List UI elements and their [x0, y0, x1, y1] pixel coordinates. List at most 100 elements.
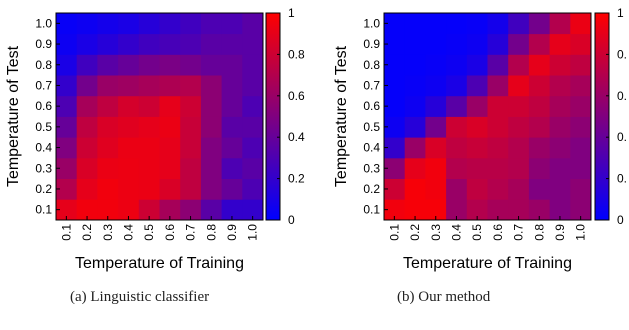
- heatmap-cell: [570, 199, 592, 221]
- heatmap-cell: [242, 33, 264, 55]
- heatmap-cell: [508, 54, 530, 76]
- heatmap-cell: [508, 157, 530, 179]
- heatmap-cell: [200, 199, 222, 221]
- heatmap-cell: [487, 137, 509, 159]
- heatmap-cell: [200, 178, 222, 200]
- heatmap-cell: [487, 199, 509, 221]
- colorbar-tick-label: 1: [288, 6, 295, 20]
- heatmap-cell: [118, 199, 140, 221]
- heatmap-cell: [118, 13, 140, 35]
- heatmap-cell: [159, 95, 181, 117]
- heatmap-cell: [180, 54, 202, 76]
- heatmap-cell: [425, 116, 447, 138]
- y-tick-label: 0.5: [363, 120, 380, 134]
- heatmap-cell: [404, 178, 426, 200]
- y-tick-label: 0.2: [363, 182, 380, 196]
- x-tick-label: 0.7: [184, 224, 198, 241]
- heatmap-cell: [180, 95, 202, 117]
- heatmap-cell: [56, 54, 78, 76]
- heatmap-cell: [404, 199, 426, 221]
- heatmap-cell: [97, 75, 119, 97]
- heatmap-cell: [466, 95, 488, 117]
- heatmap-cell: [425, 75, 447, 97]
- heatmap-cell: [384, 199, 406, 221]
- x-tick-label: 0.1: [59, 224, 73, 241]
- heatmap-cell: [528, 13, 550, 35]
- heatmap-cell: [242, 54, 264, 76]
- x-tick-label: 0.1: [387, 224, 401, 241]
- x-tick-label: 0.8: [532, 224, 546, 241]
- heatmap-cell: [404, 95, 426, 117]
- heatmap-cell: [404, 54, 426, 76]
- heatmap-cell: [570, 75, 592, 97]
- heatmap-cell: [118, 178, 140, 200]
- heatmap-cell: [200, 33, 222, 55]
- heatmap-cell: [118, 137, 140, 159]
- heatmap-cell: [242, 13, 264, 35]
- heatmap-cell: [221, 178, 243, 200]
- heatmap-cell: [549, 75, 571, 97]
- heatmap-cell: [487, 116, 509, 138]
- y-tick-label: 0.4: [363, 141, 380, 155]
- caption-a: (a) Linguistic classifier: [70, 289, 210, 305]
- heatmap-cell: [384, 95, 406, 117]
- y-tick-label: 0.6: [363, 99, 380, 113]
- x-tick-label: 0.5: [142, 224, 156, 241]
- heatmap-cell: [508, 75, 530, 97]
- heatmap-cell: [446, 137, 468, 159]
- heatmap-cell: [487, 178, 509, 200]
- heatmap-cell: [549, 116, 571, 138]
- heatmap-cell: [56, 95, 78, 117]
- heatmap-cell: [425, 137, 447, 159]
- heatmap-cell: [466, 116, 488, 138]
- heatmap-cell: [404, 13, 426, 35]
- x-tick-label: 0.6: [163, 224, 177, 241]
- y-axis-label: Temperature of Test: [5, 45, 22, 187]
- x-axis-label: Temperature of Training: [403, 255, 572, 272]
- heatmap-cell: [549, 13, 571, 35]
- heatmap-cell: [487, 95, 509, 117]
- heatmap-cell: [404, 75, 426, 97]
- heatmap-cell: [118, 95, 140, 117]
- heatmap-cell: [138, 137, 160, 159]
- heatmap-cell: [118, 116, 140, 138]
- heatmap-cell: [159, 54, 181, 76]
- y-tick-label: 0.7: [35, 78, 52, 92]
- colorbar-tick-label: 0.: [617, 89, 627, 103]
- heatmap-cell: [200, 157, 222, 179]
- heatmap-cell: [508, 137, 530, 159]
- heatmap-cell: [159, 33, 181, 55]
- heatmap-cell: [466, 33, 488, 55]
- heatmap-cell: [56, 75, 78, 97]
- heatmap-cell: [180, 178, 202, 200]
- heatmap-cell: [200, 75, 222, 97]
- colorbar-tick-label: 1: [617, 6, 624, 20]
- colorbar-b: 0 0. 0. 0. 0. 1: [594, 6, 627, 227]
- x-tick-label: 0.7: [512, 224, 526, 241]
- heatmap-cell: [425, 157, 447, 179]
- plot-frame: [383, 12, 592, 221]
- heatmap-cell: [487, 13, 509, 35]
- heatmap-cell: [56, 13, 78, 35]
- heatmap-cell: [508, 178, 530, 200]
- x-tick-label: 0.8: [204, 224, 218, 241]
- heatmap-cell: [180, 33, 202, 55]
- heatmap-cell: [56, 116, 78, 138]
- heatmap-cell: [528, 199, 550, 221]
- heatmap-cell: [487, 75, 509, 97]
- colorbar-tick-label: 0.2: [288, 172, 305, 186]
- heatmap-cell: [425, 33, 447, 55]
- heatmap-cell: [487, 157, 509, 179]
- heatmap-cell: [180, 75, 202, 97]
- heatmap-cell: [528, 116, 550, 138]
- heatmap-cell: [76, 54, 98, 76]
- heatmap-cell: [570, 157, 592, 179]
- heatmap-cell: [384, 75, 406, 97]
- heatmap-cell: [200, 116, 222, 138]
- heatmap-cell: [138, 157, 160, 179]
- heatmap-cell: [570, 54, 592, 76]
- heatmap-cell: [159, 13, 181, 35]
- colorbar-tick-label: 0: [288, 213, 295, 227]
- heatmap-cell: [466, 13, 488, 35]
